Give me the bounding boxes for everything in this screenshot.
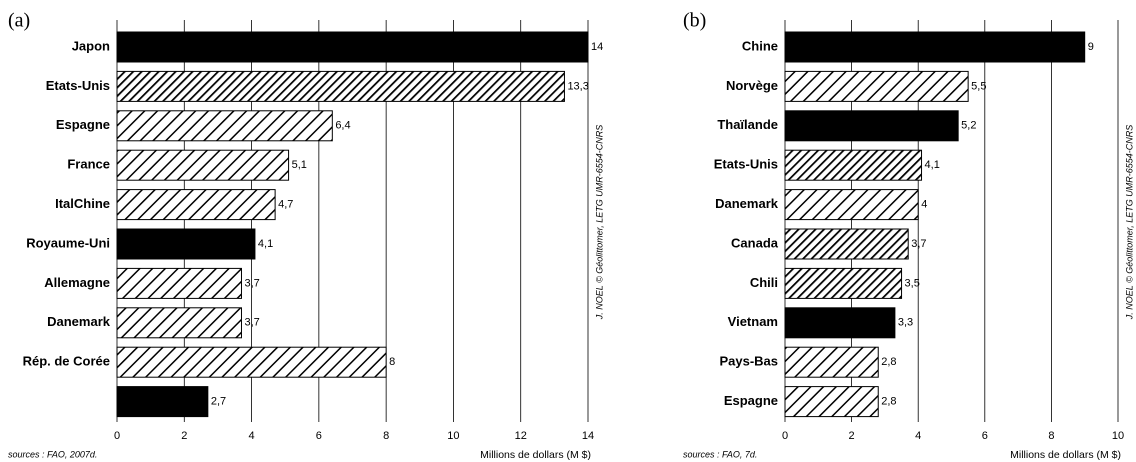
bar — [784, 189, 919, 221]
value-label: 2,8 — [881, 396, 896, 408]
x-tick-label: 12 — [515, 430, 527, 442]
value-label: 5,2 — [961, 120, 976, 132]
value-label: 4,1 — [925, 159, 940, 171]
category-label: Rép. de Corée — [23, 354, 110, 369]
bar — [784, 386, 879, 418]
x-tick-label: 8 — [1048, 430, 1054, 442]
x-tick-label: 8 — [383, 430, 389, 442]
value-label: 3,7 — [911, 238, 926, 250]
value-label: 3,3 — [898, 317, 913, 329]
value-label: 5,5 — [971, 80, 986, 92]
category-label: Japon — [72, 38, 110, 53]
category-label: Norvège — [726, 78, 778, 93]
category-label: Chine — [742, 38, 778, 53]
bar — [116, 110, 333, 142]
category-label: Allemagne — [44, 275, 110, 290]
x-tick-label: 4 — [915, 430, 921, 442]
source: sources : FAO, 2007d. — [8, 449, 97, 459]
bar — [116, 386, 209, 418]
x-tick-label: 2 — [849, 430, 855, 442]
category-label: Royaume-Uni — [26, 235, 110, 250]
value-label: 3,7 — [244, 277, 259, 289]
value-label: 4,7 — [278, 199, 293, 211]
credit: J. NOEL © Géolittomer, LETG UMR-6554-CNR… — [594, 125, 604, 321]
value-label: 8 — [389, 356, 395, 368]
category-label: Thaïlande — [717, 117, 778, 132]
x-tick-label: 0 — [782, 430, 788, 442]
bar — [116, 307, 242, 339]
x-tick-label: 2 — [181, 430, 187, 442]
x-axis-title: Millions de dollars (M $) — [480, 449, 591, 461]
bar — [784, 267, 903, 299]
bar — [116, 346, 387, 378]
value-label: 3,5 — [905, 277, 920, 289]
source: sources : FAO, 7d. — [683, 449, 757, 459]
bar — [116, 189, 276, 221]
panel-label: (a) — [8, 10, 30, 32]
bar — [784, 346, 879, 378]
category-label: Etats-Unis — [714, 157, 778, 172]
x-tick-label: 6 — [316, 430, 322, 442]
category-label: Espagne — [724, 393, 778, 408]
x-tick-label: 0 — [114, 430, 120, 442]
value-label: 4 — [921, 199, 927, 211]
value-label: 4,1 — [258, 238, 273, 250]
category-label: Canada — [731, 235, 779, 250]
x-tick-label: 10 — [447, 430, 459, 442]
category-label: Danemark — [47, 314, 111, 329]
panel-label: (b) — [683, 10, 706, 32]
bar — [784, 307, 896, 339]
bar — [116, 149, 290, 181]
value-label: 2,7 — [211, 396, 226, 408]
value-label: 9 — [1088, 41, 1094, 53]
credit: J. NOEL © Géolittomer, LETG UMR-6554-CNR… — [1124, 125, 1134, 321]
value-label: 3,7 — [244, 317, 259, 329]
value-label: 5,1 — [292, 159, 307, 171]
x-tick-label: 6 — [982, 430, 988, 442]
x-axis-title: Millions de dollars (M $) — [1010, 449, 1121, 461]
value-label: 6,4 — [335, 120, 350, 132]
category-label: Vietnam — [728, 314, 778, 329]
bar — [116, 31, 589, 63]
bar — [116, 267, 242, 299]
bar — [784, 31, 1086, 63]
value-label: 2,8 — [881, 356, 896, 368]
category-label: ItalChine — [55, 196, 110, 211]
category-label: France — [67, 157, 110, 172]
bar — [784, 70, 969, 102]
category-label: Danemark — [715, 196, 779, 211]
value-label: 13,3 — [567, 80, 588, 92]
x-tick-label: 10 — [1112, 430, 1124, 442]
bar — [784, 228, 909, 260]
category-label: Pays-Bas — [719, 354, 778, 369]
x-tick-label: 4 — [249, 430, 255, 442]
x-tick-label: 14 — [582, 430, 594, 442]
category-label: Etats-Unis — [46, 78, 110, 93]
category-label: Chili — [750, 275, 778, 290]
bar — [784, 149, 923, 181]
bar — [784, 110, 959, 142]
bar — [116, 70, 565, 102]
category-label: Espagne — [56, 117, 110, 132]
value-label: 14 — [591, 41, 603, 53]
bar — [116, 228, 256, 260]
